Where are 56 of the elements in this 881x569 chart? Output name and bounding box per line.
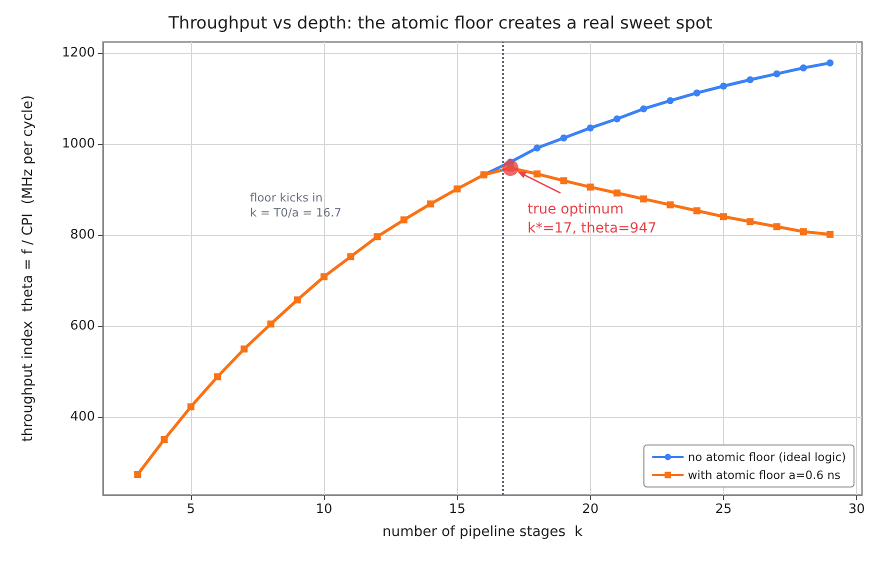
x-tick-label: 10 bbox=[316, 502, 332, 517]
x-tick-label: 25 bbox=[715, 502, 732, 517]
point bbox=[720, 82, 728, 90]
point bbox=[560, 177, 568, 184]
point bbox=[800, 64, 807, 72]
point bbox=[214, 373, 222, 380]
point bbox=[134, 471, 142, 478]
annotation: floor kicks in k = T0/a = 16.7 bbox=[250, 190, 342, 220]
point bbox=[160, 436, 168, 444]
point bbox=[374, 233, 381, 240]
point bbox=[800, 228, 807, 236]
y-axis-title: throughput index theta = f / CPI (MHz per cycle) bbox=[20, 95, 36, 442]
point bbox=[267, 320, 274, 328]
x-tick-label: 20 bbox=[582, 502, 599, 517]
point bbox=[454, 185, 461, 192]
legend-label: no atomic floor (ideal logic) bbox=[688, 450, 846, 464]
y-tick-label: 1000 bbox=[62, 136, 95, 152]
point bbox=[586, 184, 594, 191]
point bbox=[294, 296, 301, 304]
point bbox=[826, 230, 834, 238]
x-tick-label: 5 bbox=[186, 502, 196, 517]
y-tick-label: 800 bbox=[70, 227, 95, 242]
point bbox=[427, 200, 434, 208]
x-tick-label: 15 bbox=[448, 502, 466, 517]
y-tick-label: 1200 bbox=[62, 45, 95, 60]
y-tick-label: 400 bbox=[70, 409, 95, 424]
point bbox=[320, 273, 328, 280]
point bbox=[613, 115, 620, 122]
point bbox=[826, 59, 834, 66]
point bbox=[586, 124, 594, 132]
y-tick-label: 600 bbox=[70, 318, 95, 334]
point bbox=[773, 223, 780, 230]
point bbox=[666, 201, 674, 208]
legend-label: with atomic floor a=0.6 ns bbox=[688, 468, 841, 482]
point bbox=[502, 160, 518, 176]
point bbox=[347, 253, 354, 260]
point bbox=[640, 105, 648, 112]
point bbox=[746, 218, 754, 226]
point bbox=[746, 76, 754, 84]
point bbox=[240, 346, 248, 353]
point bbox=[613, 190, 620, 196]
point bbox=[534, 170, 541, 178]
point bbox=[720, 213, 728, 220]
point bbox=[560, 134, 568, 142]
x-tick-label: 30 bbox=[848, 502, 865, 517]
point bbox=[773, 70, 780, 78]
point bbox=[666, 97, 674, 104]
chart-title: Throughput vs depth: the atomic floor creates a real sweet spot bbox=[168, 14, 713, 34]
point bbox=[534, 144, 541, 152]
annotation: true optimum k*=17, theta=947 bbox=[527, 201, 657, 236]
point bbox=[187, 403, 194, 410]
point bbox=[640, 195, 648, 202]
point bbox=[400, 216, 408, 224]
point bbox=[693, 207, 700, 214]
x-axis-title: number of pipeline stages k bbox=[382, 524, 584, 540]
point bbox=[693, 89, 700, 96]
